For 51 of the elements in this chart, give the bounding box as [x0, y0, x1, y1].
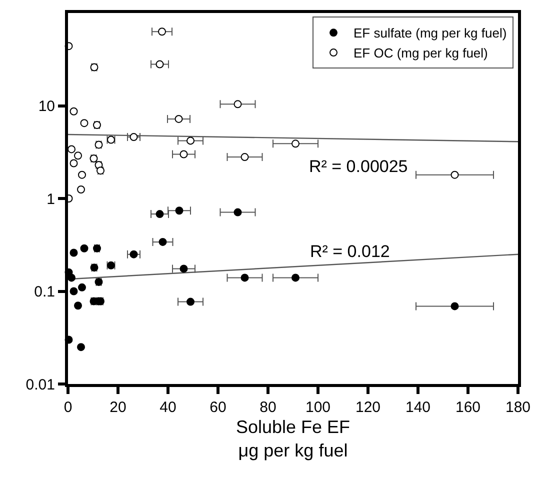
point: [186, 298, 194, 306]
x-tick-label: 160: [455, 399, 481, 416]
point: [78, 283, 86, 292]
point: [78, 170, 86, 179]
point: [180, 264, 188, 273]
point: [68, 274, 76, 282]
point: [450, 302, 459, 310]
x-tick-label: 40: [160, 399, 176, 416]
x-tick-label: 140: [405, 399, 431, 416]
y-tick-label: 0.1: [34, 284, 55, 300]
x-tick-label: 180: [505, 399, 531, 416]
y-tick-label: 10: [38, 98, 55, 115]
x-tick-label: 0: [64, 399, 72, 416]
y-tick-label: 0.01: [26, 376, 55, 394]
point: [70, 159, 78, 168]
point: [80, 119, 88, 128]
point: [68, 145, 76, 154]
x-tick-label: 80: [260, 399, 276, 416]
point: [186, 136, 194, 145]
point: [158, 28, 166, 36]
point: [70, 107, 78, 116]
x-tick-label: 100: [305, 399, 331, 416]
x-tick-label: 60: [210, 399, 226, 416]
point: [240, 153, 249, 162]
point: [292, 274, 300, 282]
point: [450, 170, 459, 179]
point: [234, 100, 242, 108]
annotation: R² = 0.00025: [309, 157, 408, 176]
point: [234, 208, 242, 216]
point: [74, 302, 82, 310]
point: [292, 140, 300, 148]
point: [158, 238, 167, 246]
point: [70, 248, 78, 257]
point: [156, 210, 164, 218]
point: [174, 114, 183, 123]
legend-label: EF sulfate (mg per kg fuel): [354, 26, 507, 41]
legend-label: EF OC (mg per kg fuel): [354, 46, 488, 61]
point: [74, 152, 82, 160]
point: [77, 186, 85, 194]
point: [180, 150, 188, 158]
y-tick-label: 1: [46, 190, 55, 208]
point: [240, 274, 249, 282]
point: [70, 287, 78, 296]
x-tick-label: 20: [110, 399, 126, 416]
point: [80, 244, 88, 252]
point: [156, 60, 164, 68]
x-axis-title: Soluble Fe EF μg per kg fuel: [236, 417, 350, 460]
x-tick-label: 120: [355, 399, 381, 416]
point: [77, 343, 85, 352]
point: [175, 206, 184, 215]
annotation: R² = 0.012: [310, 242, 390, 261]
